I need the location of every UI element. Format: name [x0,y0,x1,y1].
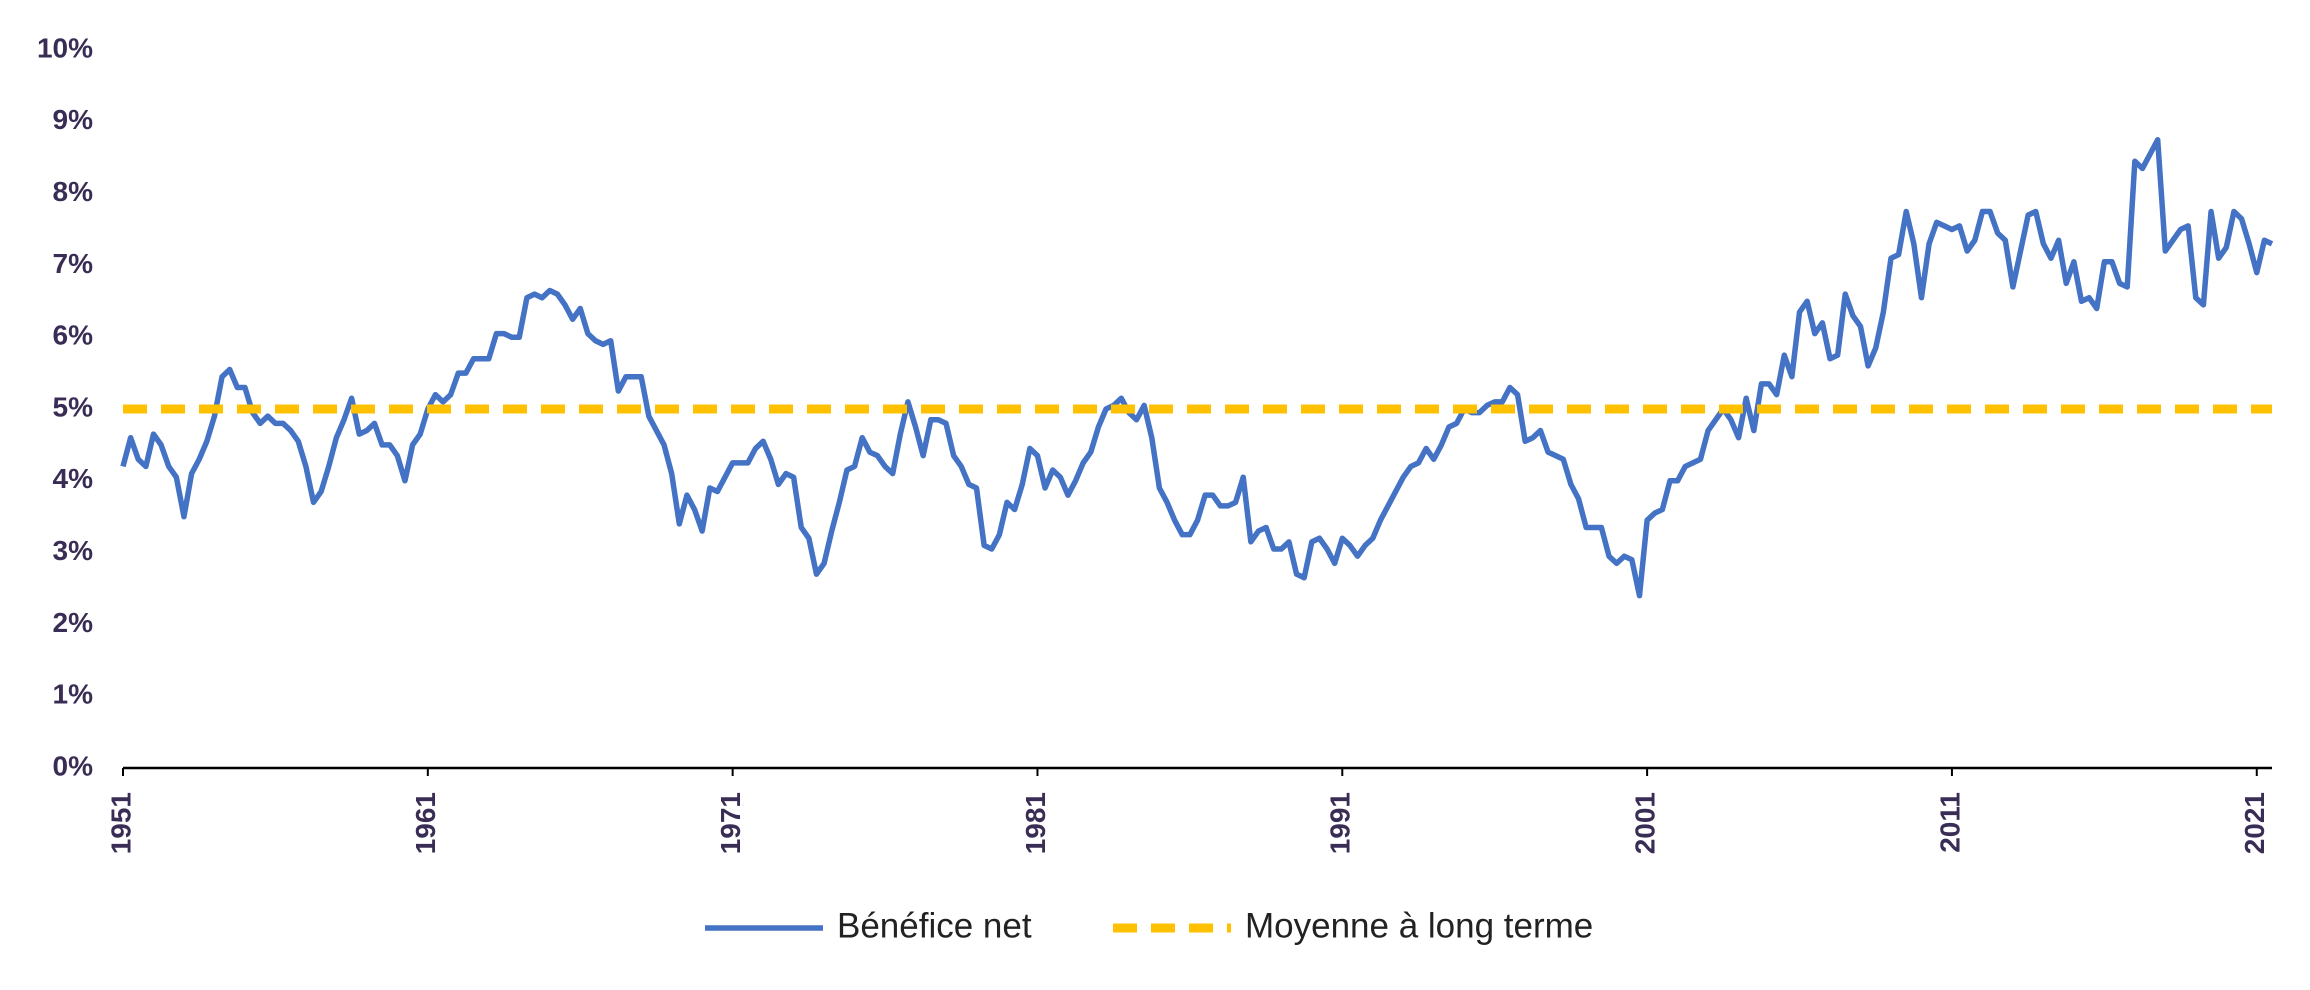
legend-label: Bénéfice net [837,906,1032,945]
y-tick-label: 8% [53,176,94,207]
x-tick-label: 2001 [1630,792,1661,854]
y-tick-label: 10% [37,32,93,63]
y-tick-label: 0% [53,750,94,781]
y-tick-label: 5% [53,391,94,422]
y-tick-label: 7% [53,248,94,279]
y-tick-label: 3% [53,535,94,566]
y-tick-label: 4% [53,463,94,494]
x-tick-label: 1961 [410,792,441,854]
y-tick-label: 6% [53,320,94,351]
x-tick-label: 1991 [1325,792,1356,854]
series-line [120,137,2274,599]
x-tick-label: 1981 [1020,792,1051,854]
x-tick-label: 2011 [1934,792,1965,853]
y-tick-label: 2% [53,607,94,638]
x-tick-label: 1951 [105,792,136,854]
x-tick-label: 2021 [2239,792,2270,854]
y-tick-label: 1% [53,679,94,710]
legend-label: Moyenne à long terme [1245,906,1593,945]
x-tick-label: 1971 [715,792,746,854]
y-tick-label: 9% [53,104,94,135]
